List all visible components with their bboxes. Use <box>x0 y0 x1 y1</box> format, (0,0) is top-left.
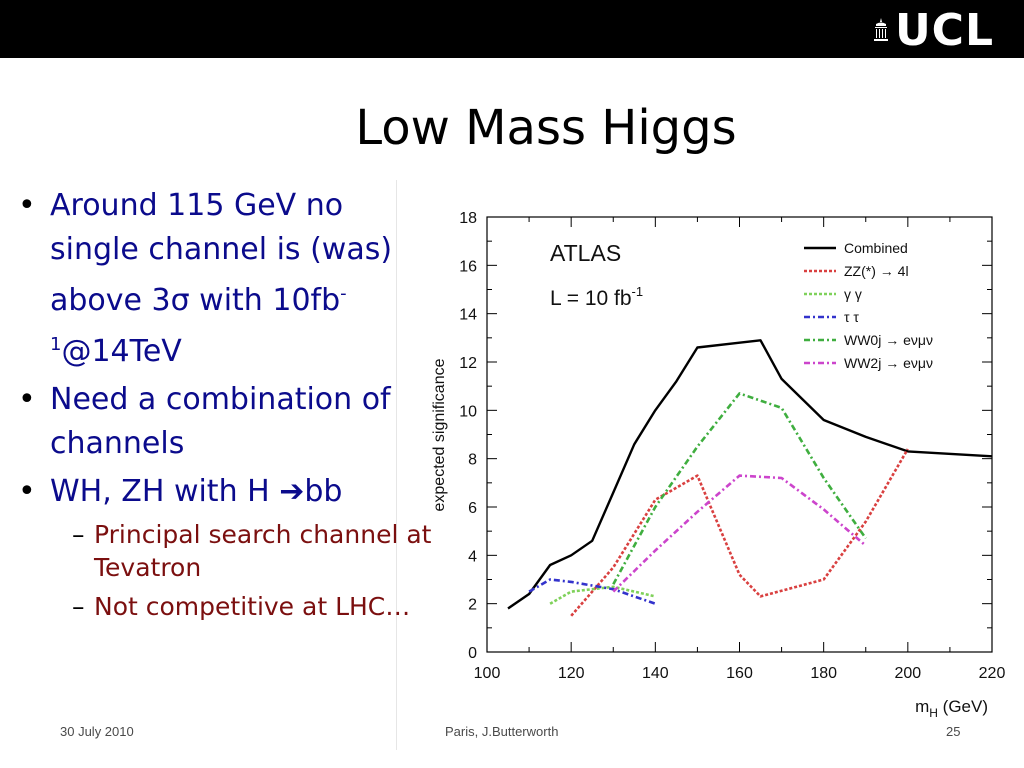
bullet-text: Need a combination of channels <box>50 382 391 461</box>
luminosity-label: L = 10 fb-1 <box>550 284 643 310</box>
bullet-item: • Around 115 GeV no single channel is (w… <box>14 184 434 374</box>
ucl-logo: UCL <box>873 8 994 54</box>
legend-entry: γ γ <box>844 286 862 302</box>
bullet-text: @14TeV <box>61 334 182 369</box>
bullet-dot: • <box>18 188 36 223</box>
y-tick-label: 8 <box>468 452 477 469</box>
bullet-list: • Around 115 GeV no single channel is (w… <box>14 184 434 629</box>
bullet-dot: • <box>18 474 36 509</box>
x-tick-label: 220 <box>979 665 1006 682</box>
y-tick-label: 18 <box>459 210 477 227</box>
x-tick-label: 120 <box>558 665 585 682</box>
y-tick-label: 4 <box>468 548 477 565</box>
subbullet-dash: – <box>72 592 85 621</box>
bullet-text: with 10fb <box>189 283 341 318</box>
x-axis-label-unit: (GeV) <box>938 697 988 716</box>
legend-entry: WW0j → eνμν <box>844 332 933 348</box>
atlas-label: ATLAS <box>550 240 621 266</box>
x-axis-label-sub: H <box>929 706 938 720</box>
y-tick-label: 10 <box>459 403 477 420</box>
legend-entry: τ τ <box>844 309 859 325</box>
bullet-item: • WH, ZH with H ➔bb <box>14 470 434 514</box>
subbullet-item: – Not competitive at LHC… <box>14 590 434 623</box>
subbullet-text: Principal search channel at Tevatron <box>94 520 432 582</box>
series-line-3 <box>549 585 656 605</box>
x-axis-label: mH (GeV) <box>915 697 988 720</box>
bullet-item: • Need a combination of channels <box>14 378 434 466</box>
x-tick-label: 200 <box>894 665 921 682</box>
legend-entry: WW2j → eνμν <box>844 355 933 371</box>
sigma-symbol: σ <box>170 283 190 318</box>
series-line-5 <box>612 392 867 585</box>
y-tick-label: 12 <box>459 355 477 372</box>
luminosity-text: L = 10 fb <box>550 287 632 310</box>
plot-frame <box>486 216 993 653</box>
footer-author: Paris, J.Butterworth <box>445 724 559 739</box>
logo-text: UCL <box>894 5 994 56</box>
y-tick-label: 16 <box>459 258 477 275</box>
axis-ticks: 100 120 140 160 180 200 220 0 2 4 6 8 10 12 14 16 18 <box>459 210 1005 682</box>
series-lines <box>507 339 993 617</box>
significance-chart: 100 120 140 160 180 200 220 0 2 4 6 8 10 12 14 16 18 ATL… <box>431 210 1005 720</box>
series-line-4 <box>528 578 656 605</box>
series-line-6 <box>612 474 867 593</box>
superscript: -1 <box>50 283 347 355</box>
subbullet-item: – Principal search channel at Tevatron <box>14 518 434 584</box>
y-tick-label: 0 <box>468 645 477 662</box>
legend: Combined ZZ(*) → 4l γ γ τ τ WW0j → eνμν WW2j … <box>804 240 933 371</box>
series-line-2 <box>570 448 909 617</box>
arrow-right-icon: ➔ <box>279 474 305 509</box>
series-line-1 <box>507 339 993 610</box>
footer-date: 30 July 2010 <box>60 724 134 739</box>
legend-entry: Combined <box>844 240 908 256</box>
y-axis-label: expected significance <box>431 358 448 511</box>
bullet-text: WH, ZH with H <box>50 474 280 509</box>
x-tick-label: 140 <box>642 665 669 682</box>
bullet-dot: • <box>18 382 36 417</box>
y-tick-label: 6 <box>468 500 477 517</box>
page-number: 25 <box>946 724 961 739</box>
subbullet-text: Not competitive at LHC… <box>94 592 411 621</box>
bullet-text: Around 115 GeV no single channel is (was… <box>50 188 393 318</box>
y-tick-label: 2 <box>468 597 477 614</box>
y-tick-label: 14 <box>459 307 477 324</box>
portico-icon <box>873 18 888 41</box>
x-tick-label: 180 <box>810 665 837 682</box>
column-divider <box>396 180 397 750</box>
x-tick-label: 160 <box>726 665 753 682</box>
subbullet-dash: – <box>72 520 85 549</box>
header-bar: UCL <box>0 0 1024 58</box>
legend-entry: ZZ(*) → 4l <box>844 263 909 279</box>
x-tick-label: 100 <box>474 665 501 682</box>
slide-title: Low Mass Higgs <box>355 100 737 156</box>
bullet-text: bb <box>304 474 343 509</box>
x-axis-label-main: m <box>915 697 929 716</box>
luminosity-sup: -1 <box>632 284 644 299</box>
